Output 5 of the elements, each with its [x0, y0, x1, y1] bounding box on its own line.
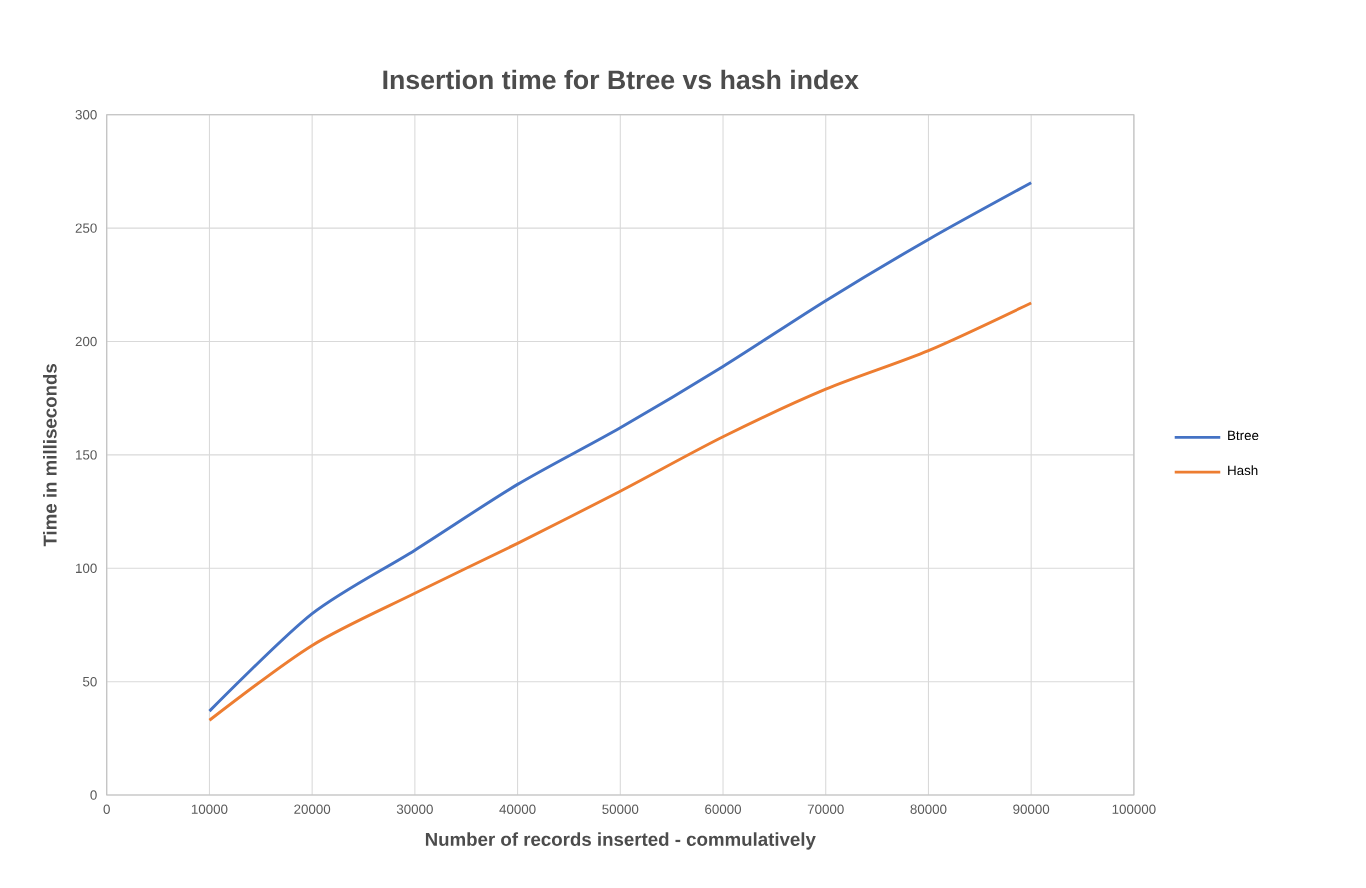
line-series — [207, 181, 1033, 713]
x-axis-title: Number of records inserted - commulatively — [425, 832, 816, 850]
y-axis-title: Time in milliseconds — [43, 363, 57, 547]
line-series — [207, 301, 1033, 722]
chart-title: Insertion time for Btree vs hash index — [383, 69, 859, 90]
